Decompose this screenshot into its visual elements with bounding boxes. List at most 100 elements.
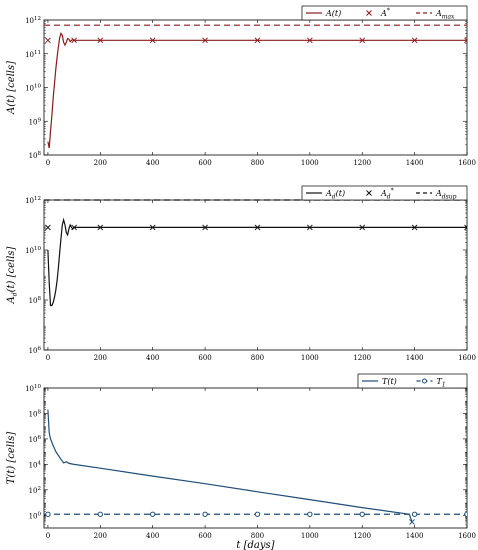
legend: T(t) T1 [357, 373, 468, 389]
marker-point [306, 37, 313, 44]
y-tick-label: 108 [29, 151, 42, 160]
series-line-0 [47, 31, 467, 149]
plot-area [43, 199, 468, 351]
series-line-0 [47, 217, 467, 307]
marker-point [97, 511, 104, 517]
marker-point [464, 224, 467, 231]
x-tick-label: 1200 [353, 532, 371, 540]
y-axis-label: A(t) [cells] [6, 61, 17, 115]
y-tick-label: 108 [29, 409, 42, 418]
marker-point [254, 511, 261, 517]
x-tick-label: 600 [198, 532, 211, 540]
marker-point [359, 37, 366, 44]
x-tick-label: 600 [198, 354, 211, 362]
y-tick-label: 1011 [25, 50, 41, 59]
legend-box [301, 185, 468, 201]
marker-point [202, 511, 208, 517]
marker-point [97, 224, 104, 231]
x-tick-label: 400 [146, 532, 159, 540]
legend-label: Ad(t) [325, 189, 345, 201]
x-tick-label: 0 [46, 354, 50, 362]
marker-point [359, 224, 366, 231]
legend-swatch [366, 10, 372, 16]
y-tick-label: 102 [29, 486, 41, 495]
legend-label: Adsup [435, 189, 457, 201]
marker-point [45, 37, 51, 44]
x-tick-label: 1000 [301, 159, 319, 167]
legend-box [301, 5, 468, 21]
y-tick-label: 1012 [25, 16, 41, 25]
x-tick-label: 1200 [353, 354, 371, 362]
x-tick-label: 0 [46, 532, 50, 540]
y-tick-label: 1010 [25, 84, 41, 93]
legend-swatch [366, 190, 372, 196]
extinction-marker [409, 519, 415, 525]
legend-label: A* [380, 8, 390, 19]
x-tick-label: 1600 [458, 532, 476, 540]
marker-point [71, 37, 77, 44]
x-tick-label: 1000 [301, 354, 319, 362]
y-tick-label: 106 [29, 346, 42, 355]
x-tick-label: 1200 [353, 159, 371, 167]
y-tick-label: 104 [29, 460, 42, 469]
legend-label: Amax [435, 9, 455, 21]
marker-point [202, 224, 208, 231]
legend-swatch-marker [422, 378, 427, 384]
marker-point [45, 511, 51, 517]
x-tick-label: 800 [251, 532, 264, 540]
y-axis-label-group: T(t) [cells] [6, 432, 17, 485]
marker-point [411, 511, 418, 517]
marker-point [71, 224, 77, 231]
y-tick-label: 106 [29, 435, 42, 444]
marker-point [149, 37, 156, 44]
legend-label: T(t) [382, 377, 397, 386]
y-tick-label: 1010 [25, 384, 41, 393]
plot-area [43, 387, 468, 529]
y-tick-label: 109 [29, 117, 42, 126]
y-tick-label: 1010 [25, 246, 41, 255]
marker-point [307, 511, 313, 517]
marker-point [254, 37, 261, 44]
marker-point [254, 224, 261, 231]
y-tick-label: 1012 [25, 196, 41, 205]
marker-point [464, 37, 467, 44]
x-axis-label: t [days] [236, 540, 274, 550]
legend: A(t) A* Amax [301, 5, 468, 21]
plot-series [44, 409, 467, 525]
legend-label: A(t) [325, 9, 341, 18]
marker-point [411, 224, 418, 231]
plot-series [44, 199, 467, 307]
x-tick-label: 1600 [458, 354, 476, 362]
x-tick-label: 0 [46, 159, 50, 167]
y-axis-label: Ad(t) [cells] [6, 246, 19, 304]
x-tick-label: 800 [251, 159, 264, 167]
x-tick-label: 600 [198, 159, 211, 167]
x-tick-label: 400 [146, 354, 159, 362]
marker-point [149, 224, 156, 231]
panel-1: 0 200 400 600 800 1000 1200 1400 1600 108 109 1010 1… [6, 5, 476, 167]
marker-point [464, 511, 467, 517]
x-tick-label: 1600 [458, 159, 476, 167]
marker-point [202, 37, 208, 44]
series-line-0 [47, 409, 413, 523]
marker-point [97, 37, 104, 44]
panel-2: 0 200 400 600 800 1000 1200 1400 1600 106 108 1010 1… [6, 185, 476, 362]
panel-3: 0 200 400 600 800 1000 1200 1400 1600 100 102 104 10… [6, 373, 476, 550]
x-tick-label: 800 [251, 354, 264, 362]
y-axis-label-group: A(t) [cells] [6, 61, 17, 115]
marker-point [411, 37, 418, 44]
y-axis-label-group: Ad(t) [cells] [6, 246, 19, 304]
legend-label: T1 [437, 377, 446, 389]
legend-label: Ad* [380, 188, 394, 201]
y-tick-label: 108 [29, 296, 42, 305]
y-tick-label: 100 [29, 511, 42, 520]
marker-point [149, 511, 156, 517]
legend-box [357, 373, 468, 389]
x-tick-label: 200 [94, 354, 107, 362]
x-tick-label: 400 [146, 159, 159, 167]
x-tick-label: 200 [94, 532, 107, 540]
marker-point [306, 224, 313, 231]
x-tick-label: 1400 [406, 159, 424, 167]
x-tick-label: 1400 [406, 532, 424, 540]
